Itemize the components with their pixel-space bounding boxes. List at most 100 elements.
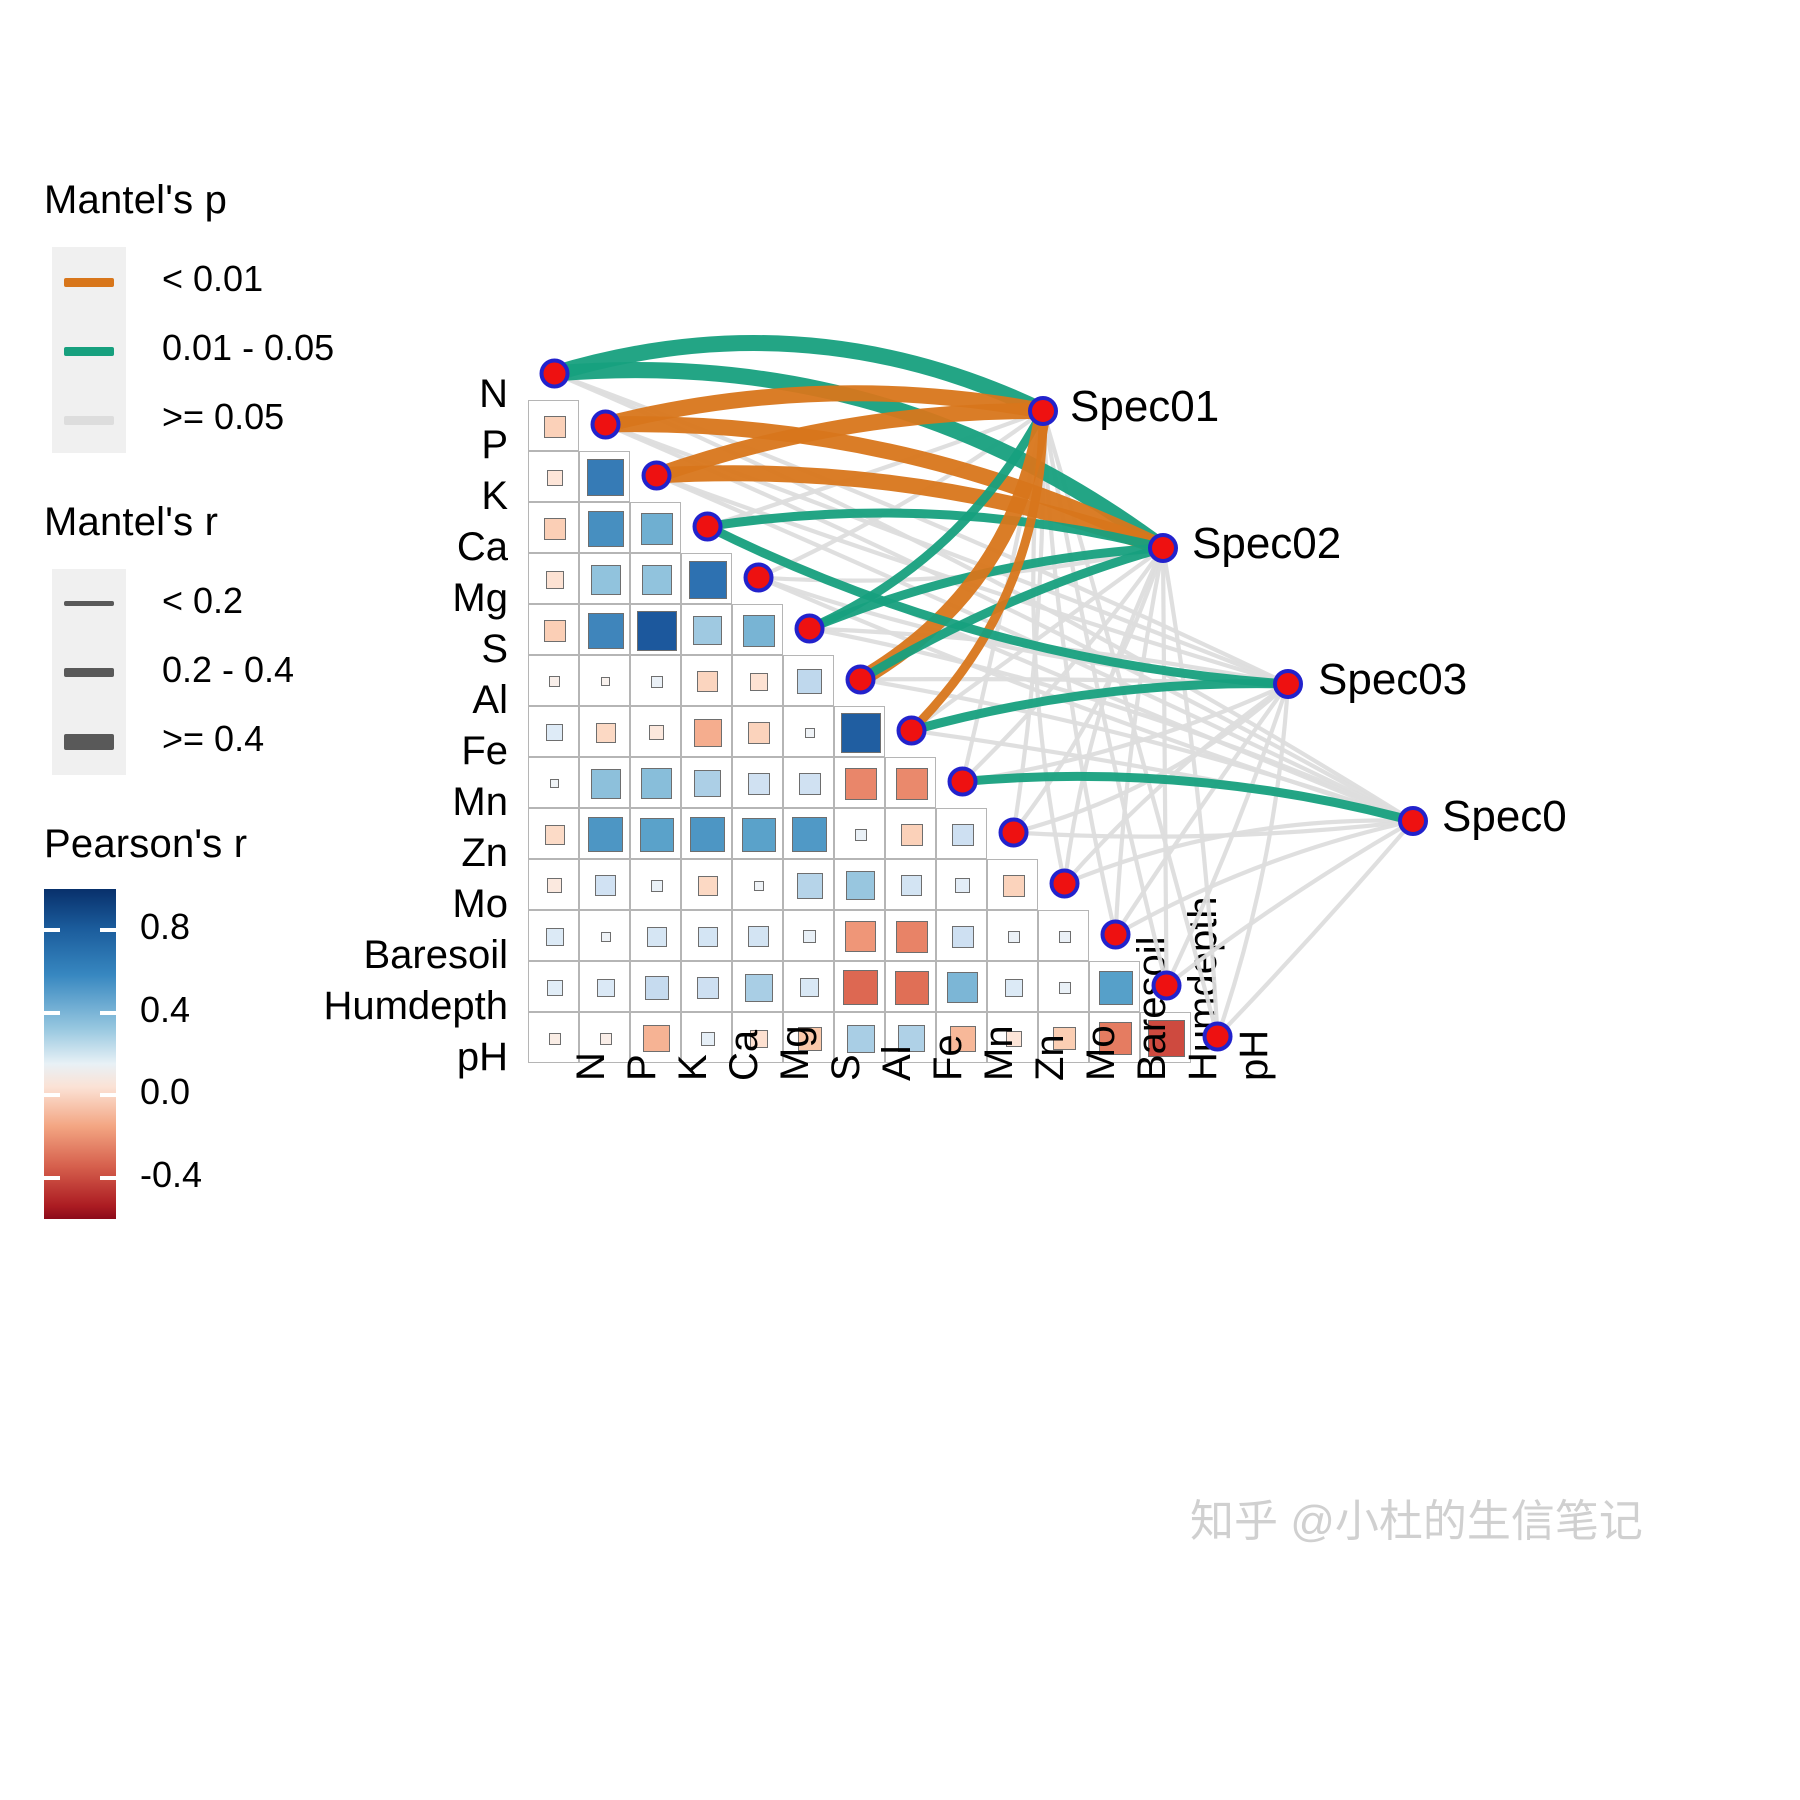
matrix-cell[interactable]: [528, 961, 579, 1012]
matrix-cell[interactable]: [783, 961, 834, 1012]
variable-node-ca[interactable]: [692, 511, 723, 542]
variable-node-p[interactable]: [590, 409, 621, 440]
matrix-cell[interactable]: [579, 910, 630, 961]
matrix-cell[interactable]: [579, 451, 630, 502]
matrix-cell[interactable]: [834, 961, 885, 1012]
matrix-cell[interactable]: [579, 859, 630, 910]
matrix-cell[interactable]: [885, 910, 936, 961]
matrix-cell[interactable]: [936, 808, 987, 859]
legend-mantel-r-item-1[interactable]: 0.2 - 0.4: [52, 638, 572, 707]
matrix-cell[interactable]: [1038, 961, 1089, 1012]
matrix-cell[interactable]: [681, 553, 732, 604]
variable-node-mo[interactable]: [1049, 868, 1080, 899]
legend-mantel-p-item-2[interactable]: >= 0.05: [52, 385, 572, 453]
matrix-cell[interactable]: [630, 910, 681, 961]
matrix-cell[interactable]: [579, 706, 630, 757]
variable-node-fe[interactable]: [896, 715, 927, 746]
matrix-cell[interactable]: [987, 859, 1038, 910]
matrix-cell[interactable]: [834, 808, 885, 859]
variable-node-zn[interactable]: [998, 817, 1029, 848]
matrix-cell[interactable]: [630, 961, 681, 1012]
matrix-cell[interactable]: [732, 604, 783, 655]
matrix-cell[interactable]: [783, 757, 834, 808]
matrix-cell[interactable]: [834, 706, 885, 757]
matrix-cell[interactable]: [681, 757, 732, 808]
matrix-cell[interactable]: [783, 1012, 834, 1063]
matrix-cell[interactable]: [630, 553, 681, 604]
matrix-cell[interactable]: [528, 655, 579, 706]
matrix-cell[interactable]: [732, 1012, 783, 1063]
matrix-cell[interactable]: [681, 1012, 732, 1063]
matrix-cell[interactable]: [681, 706, 732, 757]
matrix-cell[interactable]: [834, 910, 885, 961]
matrix-cell[interactable]: [732, 706, 783, 757]
matrix-cell[interactable]: [528, 859, 579, 910]
matrix-cell[interactable]: [528, 910, 579, 961]
matrix-cell[interactable]: [681, 859, 732, 910]
variable-node-s[interactable]: [794, 613, 825, 644]
matrix-cell[interactable]: [579, 502, 630, 553]
matrix-cell[interactable]: [579, 655, 630, 706]
legend-mantel-p-item-1[interactable]: 0.01 - 0.05: [52, 316, 572, 385]
matrix-cell[interactable]: [936, 859, 987, 910]
matrix-cell[interactable]: [630, 655, 681, 706]
legend-mantel-r-item-2[interactable]: >= 0.4: [52, 707, 572, 775]
matrix-cell[interactable]: [630, 1012, 681, 1063]
spec-node-spec04[interactable]: [1398, 806, 1428, 836]
spec-node-spec01[interactable]: [1028, 396, 1058, 426]
matrix-cell[interactable]: [528, 502, 579, 553]
matrix-cell[interactable]: [528, 604, 579, 655]
spec-node-spec03[interactable]: [1273, 669, 1303, 699]
matrix-cell[interactable]: [681, 808, 732, 859]
matrix-cell[interactable]: [885, 961, 936, 1012]
matrix-cell[interactable]: [732, 757, 783, 808]
matrix-cell[interactable]: [528, 553, 579, 604]
matrix-cell[interactable]: [732, 655, 783, 706]
matrix-cell[interactable]: [834, 1012, 885, 1063]
matrix-cell[interactable]: [630, 706, 681, 757]
matrix-cell[interactable]: [783, 808, 834, 859]
matrix-cell[interactable]: [528, 808, 579, 859]
matrix-cell[interactable]: [885, 859, 936, 910]
pearson-colorbar[interactable]: [44, 889, 116, 1219]
matrix-cell[interactable]: [528, 706, 579, 757]
matrix-cell[interactable]: [579, 553, 630, 604]
legend-mantel-r-item-0[interactable]: < 0.2: [52, 569, 572, 638]
variable-node-mg[interactable]: [743, 562, 774, 593]
matrix-cell[interactable]: [1038, 910, 1089, 961]
matrix-cell[interactable]: [732, 808, 783, 859]
matrix-cell[interactable]: [987, 961, 1038, 1012]
matrix-cell[interactable]: [528, 400, 579, 451]
matrix-cell[interactable]: [579, 604, 630, 655]
spec-node-spec02[interactable]: [1148, 533, 1178, 563]
matrix-cell[interactable]: [630, 502, 681, 553]
matrix-cell[interactable]: [579, 757, 630, 808]
matrix-cell[interactable]: [630, 757, 681, 808]
matrix-cell[interactable]: [885, 757, 936, 808]
matrix-cell[interactable]: [681, 604, 732, 655]
matrix-cell[interactable]: [528, 1012, 579, 1063]
matrix-cell[interactable]: [579, 1012, 630, 1063]
matrix-cell[interactable]: [783, 706, 834, 757]
matrix-cell[interactable]: [936, 961, 987, 1012]
variable-node-baresoil[interactable]: [1100, 919, 1131, 950]
matrix-cell[interactable]: [630, 604, 681, 655]
matrix-cell[interactable]: [936, 1012, 987, 1063]
variable-node-k[interactable]: [641, 460, 672, 491]
matrix-cell[interactable]: [681, 961, 732, 1012]
matrix-cell[interactable]: [681, 910, 732, 961]
matrix-cell[interactable]: [783, 859, 834, 910]
matrix-cell[interactable]: [732, 859, 783, 910]
matrix-cell[interactable]: [987, 1012, 1038, 1063]
matrix-cell[interactable]: [936, 910, 987, 961]
matrix-cell[interactable]: [579, 961, 630, 1012]
matrix-cell[interactable]: [579, 808, 630, 859]
matrix-cell[interactable]: [732, 961, 783, 1012]
matrix-cell[interactable]: [834, 757, 885, 808]
matrix-cell[interactable]: [885, 1012, 936, 1063]
matrix-cell[interactable]: [987, 910, 1038, 961]
matrix-cell[interactable]: [885, 808, 936, 859]
matrix-cell[interactable]: [681, 655, 732, 706]
matrix-cell[interactable]: [528, 757, 579, 808]
matrix-cell[interactable]: [783, 655, 834, 706]
